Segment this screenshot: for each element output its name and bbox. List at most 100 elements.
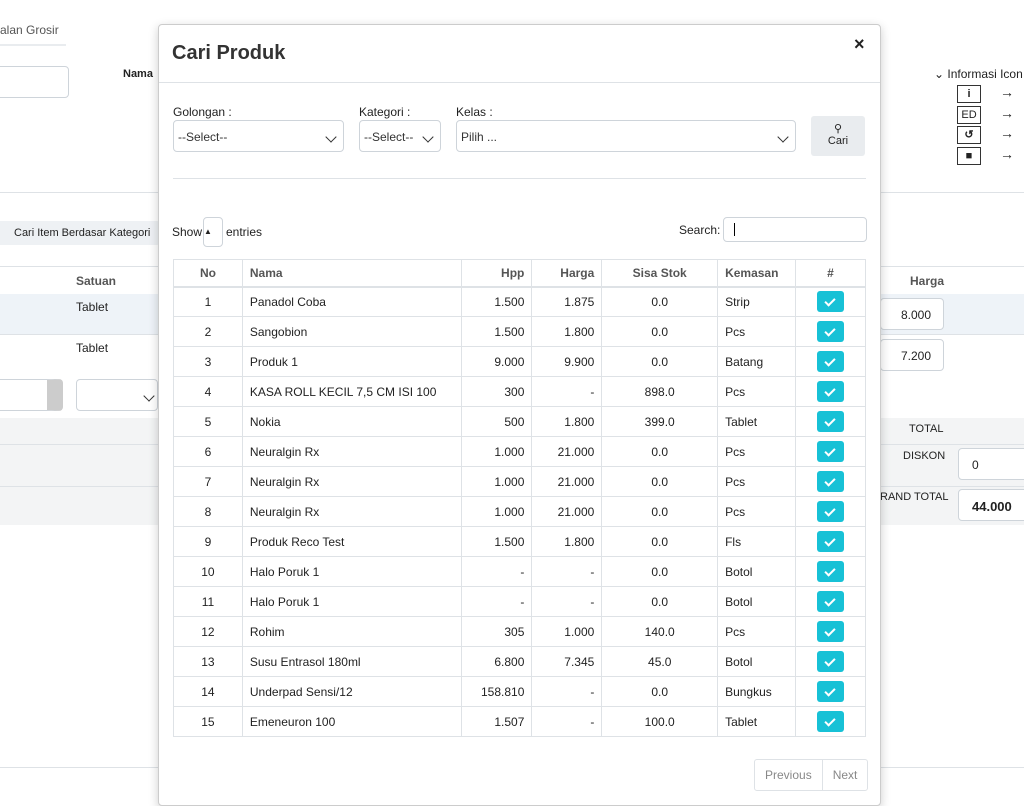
show-label: Show [172,225,202,239]
table-row: 13Susu Entrasol 180ml6.8007.34545.0Botol [174,647,866,677]
select-checkbox[interactable] [817,711,844,732]
tab[interactable]: alan Grosir [0,16,66,46]
cell: 0.0 [602,287,718,317]
diskon-input[interactable]: 0 [958,448,1024,480]
cell: 1.500 [462,287,532,317]
kelas-select[interactable]: Pilih ... [456,120,796,152]
column-header: Satuan [76,274,116,288]
cell [796,587,866,617]
cell [796,617,866,647]
cell: Pcs [718,497,796,527]
cell: Nokia [242,407,462,437]
cell: 13 [174,647,243,677]
select-checkbox[interactable] [817,351,844,372]
divider [159,82,880,83]
cell: 300 [462,377,532,407]
cell: 0.0 [602,557,718,587]
cell: Strip [718,287,796,317]
cell: Produk Reco Test [242,527,462,557]
cell: 0.0 [602,317,718,347]
icon-info: i [957,85,981,103]
select-checkbox[interactable] [817,531,844,552]
cell [796,317,866,347]
search-icon: ⚲ [811,122,865,135]
select-checkbox[interactable] [817,651,844,672]
cell: 1.800 [532,407,602,437]
cell: 21.000 [532,437,602,467]
kategori-select[interactable]: --Select-- [359,120,441,152]
cell: Bungkus [718,677,796,707]
table-row: 14Underpad Sensi/12158.810-0.0Bungkus [174,677,866,707]
cell: Pcs [718,617,796,647]
entries-select[interactable]: ▲ [203,217,223,247]
cell: Halo Poruk 1 [242,587,462,617]
cell: 1.000 [462,497,532,527]
cell: Neuralgin Rx [242,497,462,527]
cell: 5 [174,407,243,437]
next-button[interactable]: Next [823,760,868,790]
cell: 6 [174,437,243,467]
table-row: 12Rohim3051.000140.0Pcs [174,617,866,647]
select-checkbox[interactable] [817,411,844,432]
cell: 11 [174,587,243,617]
cell: - [462,587,532,617]
cell: Panadol Coba [242,287,462,317]
cell: 100.0 [602,707,718,737]
close-button[interactable]: × [854,34,865,55]
cell: 1.800 [532,317,602,347]
grand-total-label: RAND TOTAL [880,491,948,503]
cell: - [532,377,602,407]
cell: Susu Entrasol 180ml [242,647,462,677]
cell: 1 [174,287,243,317]
table-row: 9Produk Reco Test1.5001.8000.0Fls [174,527,866,557]
select-checkbox[interactable] [817,321,844,342]
previous-button[interactable]: Previous [755,760,823,790]
cell: 305 [462,617,532,647]
cell: 7.345 [532,647,602,677]
divider [173,178,866,179]
search-input[interactable] [723,217,867,242]
filter-label: Kelas : [456,105,493,119]
table-row: 7Neuralgin Rx1.00021.0000.0Pcs [174,467,866,497]
select-checkbox[interactable] [817,291,844,312]
input[interactable] [0,379,63,411]
cell: Neuralgin Rx [242,437,462,467]
cell: - [532,587,602,617]
icon-trash: ■ [957,147,981,165]
table-row: 3Produk 19.0009.9000.0Batang [174,347,866,377]
cell: Emeneuron 100 [242,707,462,737]
golongan-select[interactable]: --Select-- [173,120,344,152]
select-checkbox[interactable] [817,501,844,522]
column-header: Kemasan [718,260,796,287]
select-checkbox[interactable] [817,441,844,462]
info-title: ⌄ Informasi Icon [934,67,1023,81]
cell: Botol [718,557,796,587]
cell: - [462,557,532,587]
select-checkbox[interactable] [817,561,844,582]
select-checkbox[interactable] [817,681,844,702]
select-value: --Select-- [178,130,227,144]
price-input[interactable]: 8.000 [880,298,944,330]
cell [796,287,866,317]
cell [796,677,866,707]
select-checkbox[interactable] [817,621,844,642]
cell: 9.000 [462,347,532,377]
column-header: No [174,260,243,287]
entries-label: entries [226,225,262,239]
cell: 1.500 [462,527,532,557]
select-checkbox[interactable] [817,471,844,492]
input[interactable] [0,66,69,98]
cell: Produk 1 [242,347,462,377]
select[interactable] [76,379,158,411]
category-button[interactable]: Cari Item Berdasar Kategori [0,221,160,245]
table-row: 10Halo Poruk 1--0.0Botol [174,557,866,587]
cell: 158.810 [462,677,532,707]
search-button[interactable]: ⚲Cari [811,116,865,156]
modal-title: Cari Produk [172,42,285,65]
select-checkbox[interactable] [817,591,844,612]
cell: 1.500 [462,317,532,347]
price-input[interactable]: 7.200 [880,339,944,371]
column-header: Hpp [462,260,532,287]
select-checkbox[interactable] [817,381,844,402]
cell: 140.0 [602,617,718,647]
